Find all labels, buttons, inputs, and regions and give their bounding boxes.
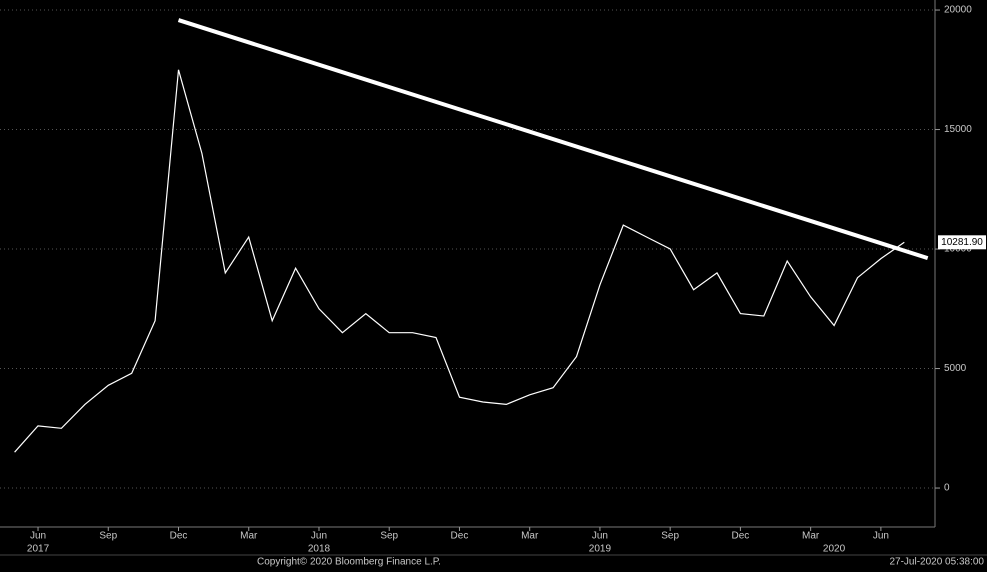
x-tick-label: Jun — [30, 531, 46, 542]
x-tick-label: Sep — [380, 531, 398, 542]
year-label: 2019 — [589, 544, 612, 555]
year-label: 2020 — [823, 544, 846, 555]
x-tick-label: Mar — [240, 531, 258, 542]
x-tick-label: Mar — [802, 531, 820, 542]
y-tick-label: 20000 — [944, 5, 972, 16]
y-tick-label: 15000 — [944, 124, 972, 135]
x-tick-label: Dec — [732, 531, 750, 542]
copyright: Copyright© 2020 Bloomberg Finance L.P. — [257, 557, 441, 568]
plot — [14, 18, 929, 453]
x-tick-label: Mar — [521, 531, 539, 542]
price-line — [14, 69, 905, 453]
year-label: 2018 — [308, 544, 331, 555]
trend-line — [177, 18, 929, 261]
year-label: 2017 — [27, 544, 50, 555]
y-tick-label: 0 — [944, 483, 950, 494]
x-tick-label: Jun — [873, 531, 889, 542]
y-tick-label: 5000 — [944, 363, 967, 374]
x-tick-label: Jun — [592, 531, 608, 542]
x-tick-label: Sep — [99, 531, 117, 542]
x-tick-label: Jun — [311, 531, 327, 542]
x-tick-label: Dec — [451, 531, 469, 542]
last-price-label: 10281.90 — [941, 237, 983, 248]
timestamp: 27-Jul-2020 05:38:00 — [889, 557, 984, 568]
x-tick-label: Dec — [170, 531, 188, 542]
last-price-box — [938, 235, 986, 250]
x-tick-label: Sep — [661, 531, 679, 542]
